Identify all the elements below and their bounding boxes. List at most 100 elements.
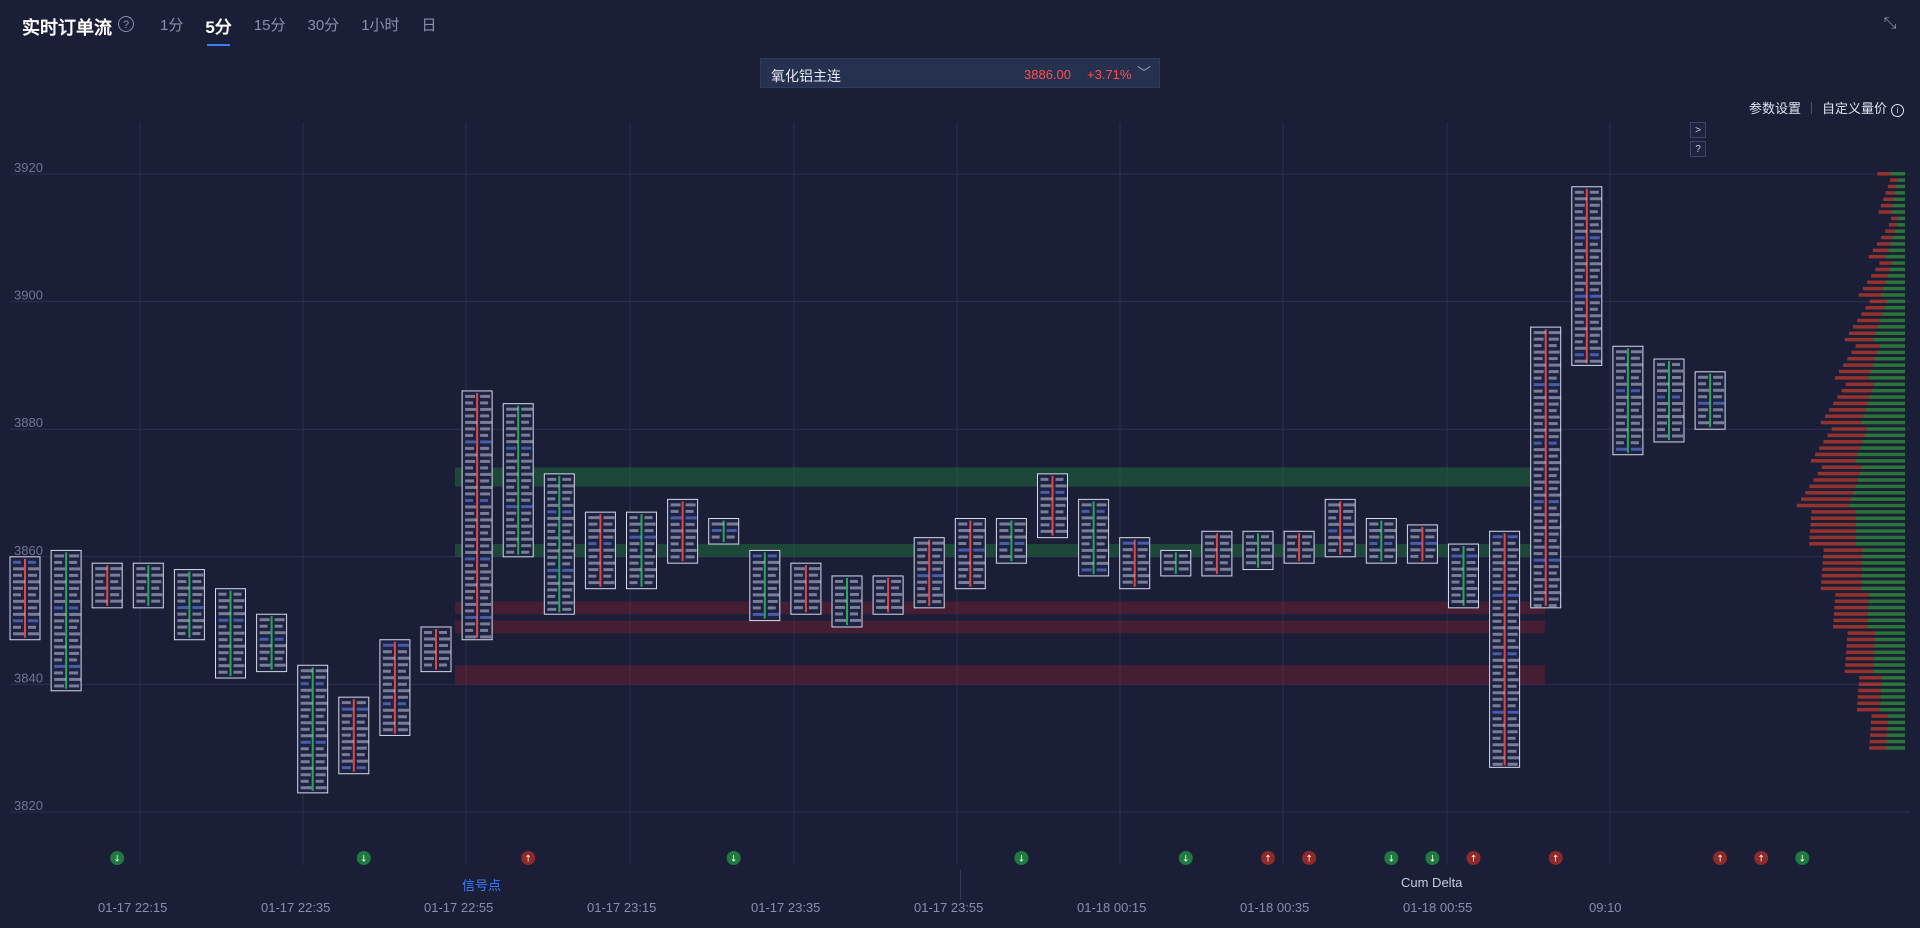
volume-cell [1081,542,1090,546]
volume-cell [1548,526,1561,530]
volume-cell [259,637,269,641]
volume-cell [1507,639,1516,643]
profile-bar-buy [1889,267,1905,272]
volume-cell [480,602,492,606]
volume-cell [1507,730,1518,734]
volume-cell [480,570,492,574]
profile-bar-sell [1809,484,1856,489]
volume-cell [151,567,161,571]
volume-cell [917,600,927,604]
volume-cell [1081,555,1091,559]
volume-cell [1589,242,1598,246]
volume-cell [13,599,24,603]
arrow-down-icon: ↓ [1799,855,1807,865]
volume-cell [54,684,65,688]
volume-cell [1492,593,1505,597]
cum-delta-label[interactable]: Cum Delta [1401,875,1463,890]
volume-cell [1507,717,1517,721]
profile-bar-buy [1855,529,1905,533]
question-circle-icon[interactable]: ? [118,16,134,32]
y-tick-label: 3920 [14,160,43,175]
profile-bar-sell [1823,554,1863,559]
volume-cell [424,650,436,654]
volume-cell [1507,678,1519,682]
volume-cell [465,414,475,418]
signal-marker [1713,851,1728,865]
volume-cell [341,701,351,705]
volume-cell [465,485,478,489]
volume-cell [300,721,312,725]
info-circle-icon[interactable]: i [1891,104,1904,117]
help-button[interactable]: ? [1690,141,1706,157]
volume-cell [1657,376,1666,380]
tab-1hour[interactable]: 1小时 [361,17,400,34]
volume-cell [54,664,66,668]
volume-cell [218,625,227,629]
chevron-down-icon[interactable]: ﹀ [1137,65,1151,81]
instrument-selector[interactable]: 氧化铝主连 3886.00 +3.71% ﹀ [760,58,1160,88]
volume-cell [562,601,574,605]
volume-cell [465,583,478,587]
profile-bar-sell [1853,325,1878,329]
volume-cell [958,542,967,546]
volume-cell [136,573,149,577]
volume-cell [1548,441,1557,445]
volume-cell [506,550,515,554]
volume-cell [808,606,818,610]
volume-cell [439,656,449,660]
volume-cell [382,643,394,647]
volume-cell [1507,762,1518,766]
tab-1min[interactable]: 1分 [160,17,184,34]
profile-bar-buy [1860,446,1905,450]
volume-cell [28,580,40,584]
profile-bar-buy [1855,484,1905,489]
volume-cell [356,707,369,711]
volume-cell [1096,503,1107,507]
profile-bar-buy [1896,184,1905,189]
custom-price-button[interactable]: 自定义量价 i [1822,98,1904,117]
volume-cell [506,531,516,535]
volume-cell [439,630,447,634]
volume-cell [1492,678,1504,682]
tab-day[interactable]: 日 [421,17,437,34]
collapse-arrows-icon[interactable]: ⤡ [1883,15,1897,32]
volume-cell [685,542,694,546]
volume-cell [28,573,37,577]
volume-cell [424,656,434,660]
volume-cell [1589,229,1602,233]
expand-panel-button[interactable]: > [1690,122,1706,138]
volume-cell [917,561,929,565]
volume-cell [315,727,325,731]
signal-points-label[interactable]: 信号点 [462,878,502,893]
volume-cell [1533,506,1542,510]
profile-bar-sell [1847,357,1875,361]
footprint-candle [1571,186,1603,366]
profile-bar-buy [1887,274,1905,278]
volume-cell [480,511,490,515]
volume-cell [192,632,201,636]
volume-cell [1657,415,1669,419]
tab-30min[interactable]: 30分 [307,17,340,34]
volume-cell [1533,487,1543,491]
volume-cell [629,581,638,585]
footprint-candle [461,390,493,641]
volume-cell [932,580,943,584]
volume-cell [233,605,243,609]
volume-cell [382,656,395,660]
volume-cell [1163,560,1176,564]
volume-cell [1615,363,1628,367]
volume-cell [233,638,243,642]
volume-cell [315,766,328,770]
tab-15min[interactable]: 15分 [253,17,286,34]
footprint-candle [790,562,822,615]
tab-5min[interactable]: 5分 [205,13,232,46]
volume-cell [1615,369,1626,373]
volume-cell [465,609,475,613]
volume-cell [1507,561,1520,565]
volume-cell [1548,363,1561,367]
volume-cell [506,472,519,476]
settings-button[interactable]: 参数设置 [1748,101,1801,116]
volume-cell [562,484,575,488]
footprint-chart[interactable]: 3920 3900 3880 3860 3840 3820 ↓ ↓ ↑ ↓ ↓ ↓ ↑ ↑ ↓ ↓ ↑ ↑ ↑ ↑ ↓ [0,100,1920,865]
volume-cell [1589,281,1601,285]
